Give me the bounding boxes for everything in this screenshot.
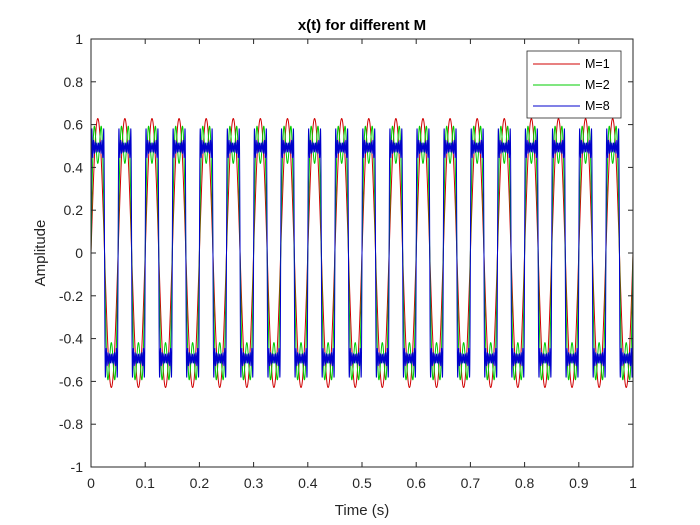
legend[interactable]: M=1 M=2 M=8 <box>526 50 622 119</box>
legend-entry-m2: M=2 <box>533 78 610 92</box>
x-tick-label: 0.3 <box>244 475 264 491</box>
y-tick-label: -0.8 <box>59 416 83 432</box>
y-tick-label: 0.8 <box>64 74 84 90</box>
y-tick-label: -1 <box>71 459 84 475</box>
y-axis: -1 -0.8 -0.6 -0.4 -0.2 0 0.2 0.4 0.6 0.8 1 <box>59 31 633 475</box>
x-tick-label: 0.1 <box>135 475 155 491</box>
x-tick-label: 0 <box>87 475 95 491</box>
x-axis: 0 0.1 0.2 0.3 0.4 0.5 0.6 0.7 0.8 0.9 1 <box>87 39 637 491</box>
x-tick-label: 0.8 <box>515 475 535 491</box>
series-group <box>91 118 633 388</box>
y-tick-label: 0.2 <box>64 202 84 218</box>
chart-title: x(t) for different M <box>298 17 426 34</box>
y-tick-label: 0.6 <box>64 117 84 133</box>
y-tick-label: -0.6 <box>59 373 83 389</box>
legend-label-m1: M=1 <box>585 57 610 71</box>
x-tick-label: 1 <box>629 475 637 491</box>
x-tick-label: 0.5 <box>352 475 372 491</box>
x-axis-label: Time (s) <box>335 502 389 519</box>
x-tick-label: 0.9 <box>569 475 589 491</box>
x-tick-label: 0.7 <box>461 475 481 491</box>
y-tick-label: 0 <box>75 245 83 261</box>
y-tick-label: 0.4 <box>64 159 84 175</box>
legend-entry-m8: M=8 <box>533 99 610 113</box>
x-tick-label: 0.6 <box>406 475 426 491</box>
y-tick-label: 1 <box>75 31 83 47</box>
y-tick-label: -0.2 <box>59 288 83 304</box>
y-tick-label: -0.4 <box>59 331 83 347</box>
y-axis-label: Amplitude <box>32 220 49 287</box>
legend-entry-m1: M=1 <box>533 57 610 71</box>
series-line-m8 <box>91 128 633 378</box>
legend-label-m2: M=2 <box>585 78 610 92</box>
x-tick-label: 0.4 <box>298 475 318 491</box>
x-tick-label: 0.2 <box>190 475 210 491</box>
legend-label-m8: M=8 <box>585 99 610 113</box>
